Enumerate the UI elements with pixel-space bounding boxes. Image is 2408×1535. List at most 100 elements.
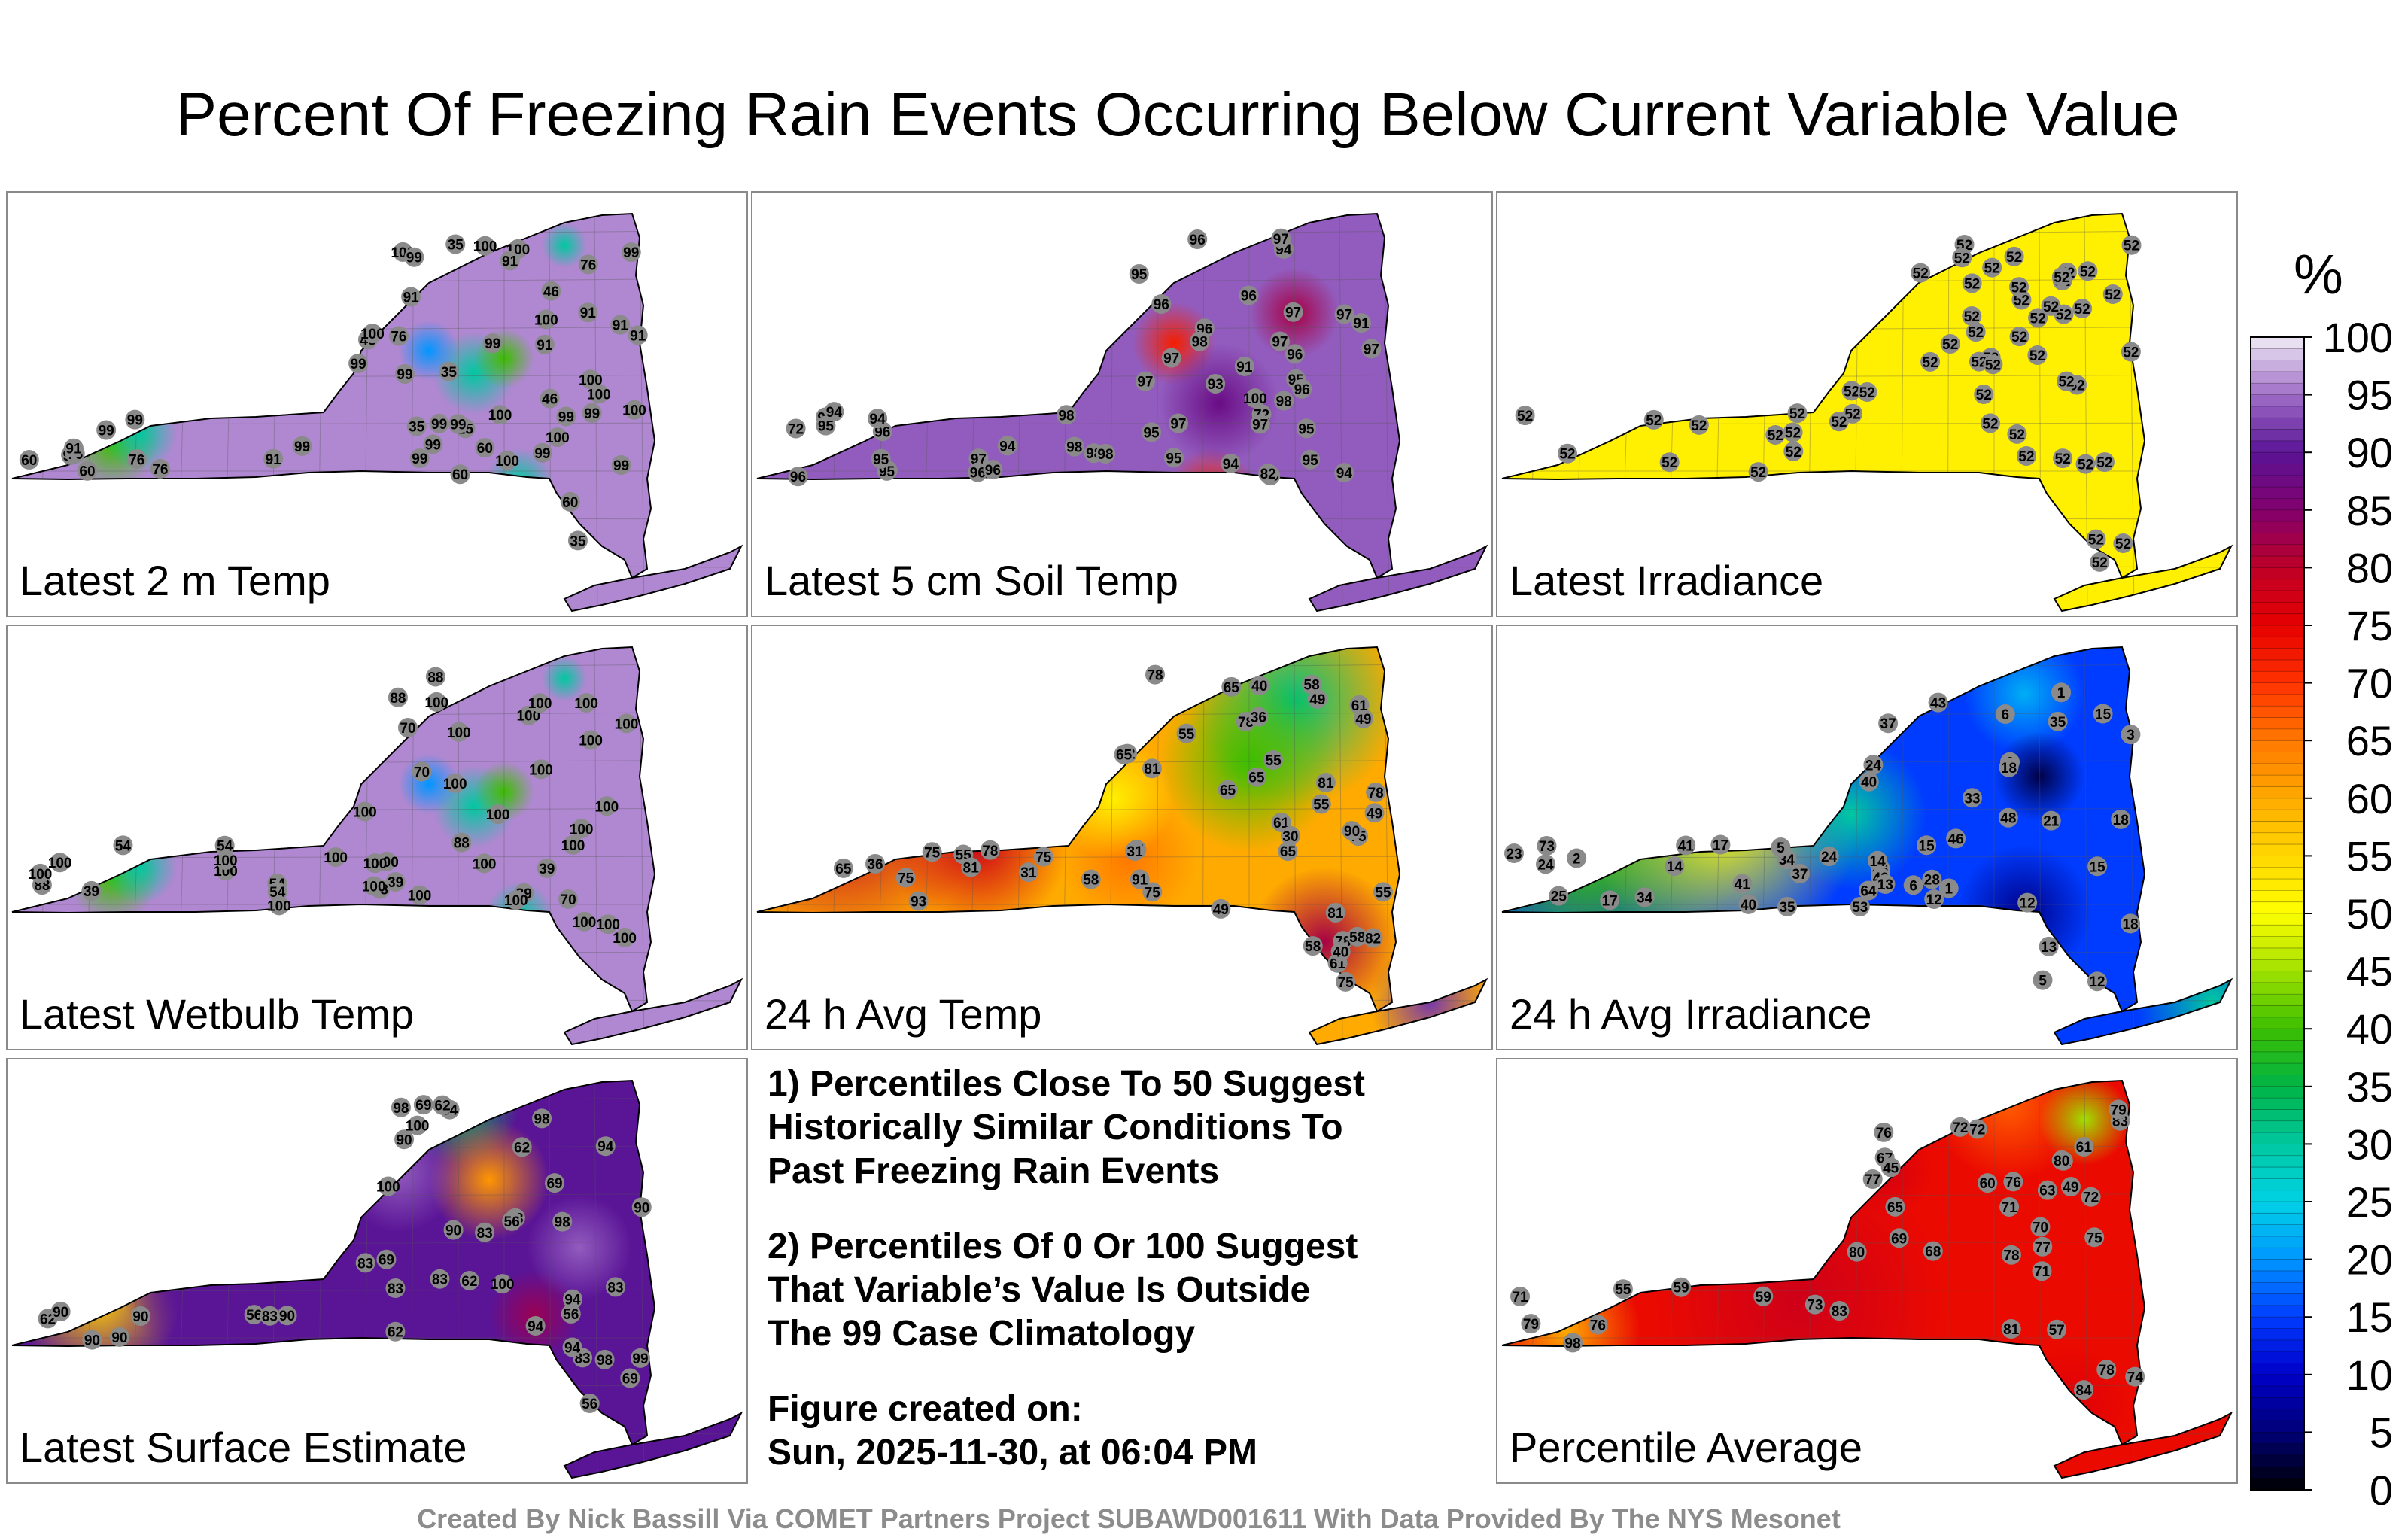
station-marker: [443, 1220, 464, 1240]
colorbar-step: [2250, 740, 2304, 753]
station-marker: [597, 796, 617, 816]
colorbar-step: [2250, 418, 2304, 430]
county-line: [1760, 214, 1769, 611]
long-island-outline: [563, 1411, 743, 1479]
station-value: 46: [543, 284, 559, 300]
station-value: 40: [1251, 679, 1267, 695]
colorbar-step: [2250, 1178, 2304, 1191]
county-line: [1760, 647, 1769, 1044]
station-value: 24: [1865, 758, 1882, 774]
station-value: 35: [1779, 900, 1795, 916]
station-value: 72: [1969, 1122, 1985, 1138]
station-value: 99: [534, 446, 550, 462]
station-marker: [1330, 941, 1351, 962]
station-marker: [1903, 875, 1923, 895]
station-value: 94: [1336, 466, 1353, 482]
station-marker: [269, 895, 289, 916]
panel-label: Latest 2 m Temp: [20, 557, 330, 604]
map-svg: 5690628398569083626990839894625683349069…: [11, 1079, 743, 1479]
station-value: 83: [607, 1280, 623, 1296]
colorbar-step: [2250, 394, 2304, 407]
station-value: 99: [294, 439, 310, 455]
station-marker: [2047, 1319, 2067, 1339]
filled-field: [1502, 647, 2231, 1044]
colorbar-step: [2250, 1270, 2304, 1283]
colorbar-tick-label: 75: [2346, 602, 2393, 649]
created-date: Sun, 2025-11-30, at 06:04 PM: [768, 1433, 1257, 1473]
station-marker: [2075, 454, 2096, 474]
station-value: 91: [630, 328, 646, 344]
station-value: 98: [1066, 440, 1082, 456]
station-value: 31: [1127, 844, 1144, 860]
station-value: 100: [613, 931, 637, 947]
station-value: 83: [1832, 1304, 1847, 1320]
map-svg: 5572606159797680848281787577737149716772…: [1501, 1079, 2233, 1479]
station-value: 34: [1637, 890, 1653, 906]
station-marker: [1269, 331, 1290, 351]
station-value: 98: [1192, 335, 1208, 351]
station-marker: [2060, 1177, 2081, 1197]
station-marker: [2125, 1366, 2145, 1387]
station-marker: [541, 281, 561, 301]
station-value: 97: [1273, 232, 1289, 248]
colorbar-step: [2250, 856, 2304, 868]
station-value: 94: [826, 405, 843, 421]
station-value: 52: [1923, 355, 1938, 371]
station-marker: [1676, 835, 1696, 856]
station-value: 81: [1327, 906, 1344, 922]
station-marker: [113, 835, 133, 856]
station-value: 91: [613, 318, 629, 334]
station-value: 96: [1241, 289, 1257, 305]
station-marker: [1978, 1173, 1998, 1193]
station-marker: [1966, 322, 1986, 342]
colorbar-step: [2250, 971, 2304, 983]
county-line: [1015, 647, 1024, 1044]
station-value: 98: [1565, 1336, 1581, 1351]
station-marker: [1829, 412, 1849, 432]
station-value: 94: [564, 1340, 581, 1356]
station-value: 97: [1336, 307, 1352, 323]
station-value: 100: [561, 838, 585, 854]
station-marker: [1033, 847, 1054, 867]
station-value: 49: [1309, 692, 1325, 708]
county-line: [968, 214, 979, 611]
station-value: 52: [1964, 276, 1980, 292]
station-value: 90: [634, 1200, 649, 1216]
station-value: 6: [2002, 707, 2010, 723]
station-value: 52: [2092, 555, 2108, 571]
station-marker: [1190, 331, 1210, 351]
station-value: 100: [495, 454, 519, 470]
station-value: 61: [1351, 698, 1368, 714]
station-value: 96: [874, 424, 890, 440]
station-marker: [1145, 664, 1165, 685]
station-value: 79: [1523, 1317, 1539, 1333]
colorbar-step: [2250, 509, 2304, 522]
station-marker: [2113, 533, 2133, 553]
station-value: 52: [2115, 536, 2131, 552]
colorbar-step: [2250, 694, 2304, 707]
county-line: [1713, 1081, 1724, 1478]
station-marker: [1710, 834, 1731, 855]
station-marker: [571, 819, 591, 839]
station-value: 52: [1785, 426, 1801, 442]
station-marker: [895, 868, 916, 888]
station-value: 60: [1980, 1176, 1996, 1192]
map-svg: 6578817558556575496178828175655849556175…: [756, 646, 1488, 1046]
station-value: 37: [1880, 716, 1896, 732]
station-marker: [1206, 373, 1226, 394]
station-value: 100: [574, 696, 598, 712]
station-marker: [1278, 841, 1298, 862]
station-value: 90: [445, 1223, 461, 1239]
station-marker: [1234, 356, 1254, 376]
county-line: [875, 647, 889, 1044]
panel-label: Percentile Average: [1510, 1424, 1863, 1471]
colorbar-step: [2250, 1421, 2304, 1433]
station-marker: [621, 242, 641, 263]
station-marker: [2016, 445, 2036, 466]
station-value: 98: [1276, 394, 1292, 409]
long-island-outline: [2053, 1411, 2233, 1479]
station-value: 78: [1147, 668, 1163, 684]
map-svg: 3576916046253591357660999991994699991001…: [11, 212, 743, 612]
station-marker: [2078, 261, 2098, 281]
station-value: 100: [376, 1179, 400, 1195]
